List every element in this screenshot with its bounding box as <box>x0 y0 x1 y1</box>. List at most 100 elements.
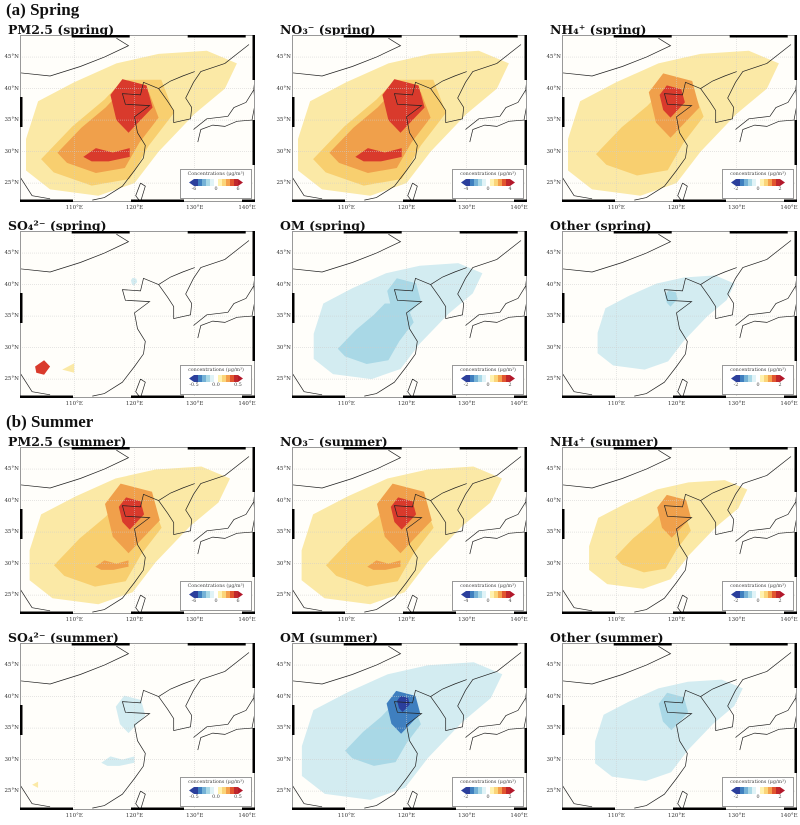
lon-tick-label: 110°E <box>607 205 625 211</box>
lat-tick-label: 45°N <box>4 250 19 257</box>
colorbar-tick: -0.5 <box>189 383 199 388</box>
lat-tick-label: 35°N <box>4 313 19 320</box>
lon-tick-label: 140°E <box>780 205 798 211</box>
concentration-area <box>597 275 735 370</box>
coastline <box>20 37 130 77</box>
lat-tick-label: 25°N <box>546 592 561 599</box>
coastline <box>562 233 672 273</box>
coastline <box>562 37 672 77</box>
lon-tick-label: 130°E <box>458 401 476 407</box>
colorbar-tick: 0 <box>756 383 760 388</box>
lat-tick-label: 30°N <box>4 148 19 155</box>
coastline <box>700 240 792 320</box>
coastline <box>430 652 522 732</box>
coastline <box>20 645 130 685</box>
colorbar-legend: Concentrations (μg/m³) -6 0 6 <box>180 169 252 199</box>
colorbar-tick: 2 <box>778 599 782 604</box>
coastline <box>430 456 522 536</box>
coastline <box>735 501 797 542</box>
map <box>20 231 255 398</box>
coastline <box>20 176 51 200</box>
colorbar <box>461 787 515 794</box>
lon-tick-label: 120°E <box>125 205 144 211</box>
colorbar <box>461 179 515 186</box>
coastline <box>20 449 130 489</box>
coastline <box>407 378 418 398</box>
colorbar-label: concentrations (μg/m³) <box>730 584 786 589</box>
colorbar-tick: -2 <box>463 795 469 800</box>
colorbar-tick: -2 <box>733 383 739 388</box>
lat-tick-label: 30°N <box>276 344 291 351</box>
colorbar-legend: Concentrations (μg/m³) -6 0 6 <box>180 581 252 611</box>
colorbar-tick: 6 <box>236 187 240 192</box>
coastline <box>158 240 250 320</box>
coastline <box>20 588 51 612</box>
colorbar-label: concentrations (μg/m³) <box>460 172 516 177</box>
colorbar-label: concentrations (μg/m³) <box>460 584 516 589</box>
coastline <box>135 378 146 398</box>
coastline <box>700 267 737 285</box>
lat-tick-label: 30°N <box>546 148 561 155</box>
lat-tick-label: 35°N <box>546 725 561 732</box>
lon-tick-label: 140°E <box>238 617 256 623</box>
map-panel: Other (spring) 45°N 40°N 35°N 30°N 25°N 110°E 1… <box>542 218 800 413</box>
lon-tick-label: 140°E <box>510 205 528 211</box>
lon-tick-label: 120°E <box>667 617 686 623</box>
concentration-area <box>595 679 743 781</box>
map-panel: NO₃⁻ (summer) 45°N 40°N 35°N 30°N 25°N 110°E 12… <box>272 434 532 629</box>
lat-tick-label: 35°N <box>276 313 291 320</box>
lon-tick-label: 130°E <box>186 401 204 407</box>
coastline <box>364 493 431 613</box>
lat-tick-label: 35°N <box>4 529 19 536</box>
coastline <box>562 372 593 396</box>
coastline <box>92 493 159 613</box>
colorbar-tick: 0.0 <box>212 383 220 388</box>
colorbar <box>189 375 243 382</box>
lon-tick-label: 130°E <box>186 205 204 211</box>
coastline <box>430 483 467 501</box>
lat-tick-label: 35°N <box>276 725 291 732</box>
colorbar <box>461 591 515 598</box>
lat-tick-label: 40°N <box>546 693 561 700</box>
coastline <box>20 372 51 396</box>
lat-tick-label: 35°N <box>546 529 561 536</box>
colorbar-label: Concentrations (μg/m³) <box>187 172 245 177</box>
lon-tick-label: 110°E <box>65 813 83 819</box>
coastline <box>562 588 593 612</box>
lat-tick-label: 25°N <box>4 180 19 187</box>
coastline <box>292 645 402 685</box>
coastline <box>158 44 250 124</box>
panel-title: NO₃⁻ (summer) <box>280 434 388 449</box>
lat-tick-label: 40°N <box>4 693 19 700</box>
lon-tick-label: 120°E <box>667 401 686 407</box>
coastline <box>735 89 797 130</box>
colorbar <box>731 375 785 382</box>
lon-tick-label: 110°E <box>337 401 355 407</box>
colorbar-tick: 2 <box>778 187 782 192</box>
coastline <box>135 790 146 810</box>
map-panel: PM2.5 (summer) 45°N 40°N 35°N 30°N 25°N 110°E 1… <box>0 434 260 629</box>
coastline <box>364 689 431 809</box>
coastline <box>92 277 159 397</box>
map-panel: Other (summer) 45°N 40°N 35°N 30°N 25°N 110°E 1… <box>542 630 800 825</box>
lon-tick-label: 130°E <box>728 205 746 211</box>
colorbar-legend: concentrations (μg/m³) -0.5 0.0 0.5 <box>180 777 252 807</box>
lat-tick-label: 30°N <box>276 756 291 763</box>
coastline <box>430 240 522 320</box>
colorbar-tick: 0 <box>214 599 218 604</box>
concentration-area <box>35 360 51 375</box>
colorbar-legend: concentrations (μg/m³) -2 0 2 <box>722 169 794 199</box>
colorbar-tick: -6 <box>191 599 197 604</box>
colorbar-tick: 2 <box>508 795 512 800</box>
coastline <box>465 285 527 326</box>
coastline <box>407 594 418 614</box>
map-panel: PM2.5 (spring) 45°N 40°N 35°N 30°N 25°N 110°E 1… <box>0 22 260 217</box>
lon-tick-label: 120°E <box>667 205 686 211</box>
lon-tick-label: 140°E <box>780 813 798 819</box>
colorbar-tick: 0.0 <box>212 795 220 800</box>
lon-tick-label: 130°E <box>458 813 476 819</box>
colorbar-legend: concentrations (μg/m³) -2 0 2 <box>722 581 794 611</box>
lat-tick-label: 45°N <box>546 466 561 473</box>
colorbar-tick: 0 <box>756 795 760 800</box>
coastline <box>92 689 159 809</box>
